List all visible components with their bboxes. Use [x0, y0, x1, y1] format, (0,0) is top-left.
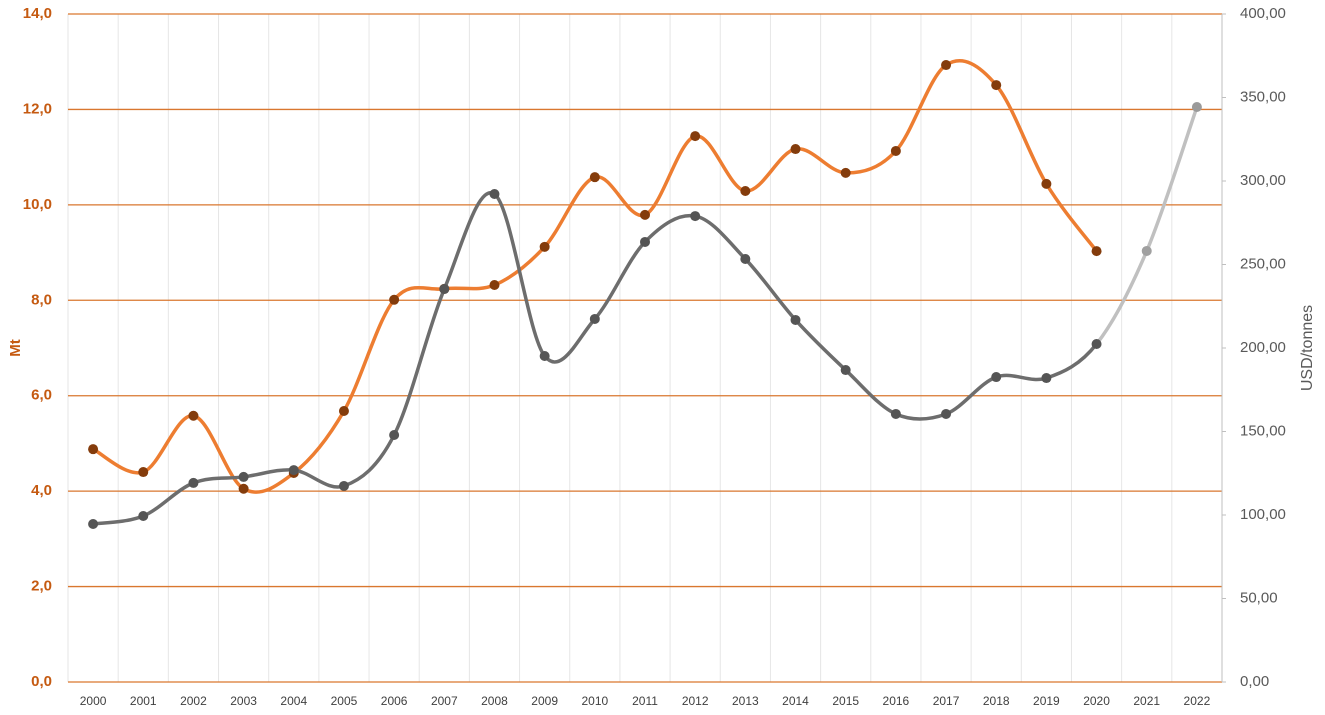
data-point [991, 372, 1002, 383]
x-tick-label: 2005 [331, 694, 358, 708]
data-point [138, 511, 149, 522]
x-tick-label: 2003 [230, 694, 257, 708]
x-tick-label: 2012 [682, 694, 709, 708]
data-point [790, 314, 801, 325]
y2-tick-label: 0,00 [1240, 673, 1269, 690]
y-tick-label: 12,0 [23, 100, 52, 117]
series-line [92, 59, 1098, 494]
y2-tick-label: 150,00 [1240, 422, 1286, 439]
y-tick-label: 10,0 [23, 196, 52, 213]
data-point [690, 131, 701, 142]
data-point [389, 294, 400, 305]
data-point [941, 60, 952, 71]
data-point [238, 471, 249, 482]
data-point [1041, 178, 1052, 189]
x-tick-label: 2011 [632, 694, 658, 708]
x-tick-label: 2008 [481, 694, 508, 708]
y2-axis-label: USD/tonnes [1299, 305, 1316, 391]
data-point [188, 477, 199, 488]
data-point [840, 167, 851, 178]
data-point [489, 189, 500, 200]
x-tick-label: 2007 [431, 694, 458, 708]
data-point [539, 351, 550, 362]
data-point [941, 408, 952, 419]
data-point [88, 519, 99, 530]
y2-tick-label: 50,00 [1240, 589, 1278, 606]
data-point [890, 408, 901, 419]
y-tick-label: 6,0 [31, 387, 52, 404]
data-point [88, 444, 99, 455]
data-point [338, 405, 349, 416]
y-tick-label: 8,0 [31, 291, 52, 308]
data-point [338, 480, 349, 491]
y-axis-label: Mt [7, 339, 24, 357]
y-tick-label: 4,0 [31, 482, 52, 499]
x-tick-label: 2002 [180, 694, 207, 708]
data-point [439, 284, 450, 295]
data-point [288, 465, 299, 476]
series-line [92, 191, 1098, 526]
data-point [1091, 246, 1102, 257]
y-tick-label: 14,0 [23, 5, 52, 22]
data-point [539, 241, 550, 252]
x-tick-label: 2017 [933, 694, 960, 708]
data-point [238, 483, 249, 494]
x-tick-label: 2000 [80, 694, 107, 708]
y2-tick-label: 250,00 [1240, 255, 1286, 272]
data-point [138, 467, 149, 478]
x-tick-label: 2010 [581, 694, 608, 708]
data-point [790, 144, 801, 155]
x-tick-label: 2015 [832, 694, 859, 708]
x-tick-label: 2019 [1033, 694, 1060, 708]
x-tick-label: 2013 [732, 694, 759, 708]
data-point [1141, 245, 1152, 256]
x-tick-label: 2021 [1133, 694, 1160, 708]
x-tick-label: 2018 [983, 694, 1010, 708]
x-tick-label: 2004 [280, 694, 307, 708]
y2-tick-label: 300,00 [1240, 172, 1286, 189]
x-tick-label: 2020 [1083, 694, 1110, 708]
data-point [589, 172, 600, 183]
y2-tick-label: 350,00 [1240, 88, 1286, 105]
data-point [740, 253, 751, 264]
data-point [489, 280, 500, 291]
x-tick-label: 2022 [1184, 694, 1211, 708]
data-point [840, 365, 851, 376]
data-point [389, 430, 400, 441]
data-point [1041, 373, 1052, 384]
y2-tick-label: 200,00 [1240, 339, 1286, 356]
data-point [690, 211, 701, 222]
x-tick-label: 2016 [883, 694, 910, 708]
y2-tick-label: 400,00 [1240, 5, 1286, 22]
data-point [589, 313, 600, 324]
x-tick-label: 2006 [381, 694, 408, 708]
y-tick-label: 0,0 [31, 673, 52, 690]
y-tick-label: 2,0 [31, 578, 52, 595]
data-point [991, 80, 1002, 91]
data-point [890, 145, 901, 156]
x-tick-label: 2001 [130, 694, 157, 708]
y2-tick-label: 100,00 [1240, 506, 1286, 523]
data-point [1191, 102, 1202, 113]
x-tick-label: 2014 [782, 694, 809, 708]
data-point [640, 236, 650, 247]
data-point [188, 410, 199, 421]
data-point [1091, 338, 1102, 349]
data-point [640, 209, 650, 220]
x-tick-label: 2009 [531, 694, 558, 708]
series-line [1095, 106, 1199, 346]
data-point [740, 186, 751, 197]
